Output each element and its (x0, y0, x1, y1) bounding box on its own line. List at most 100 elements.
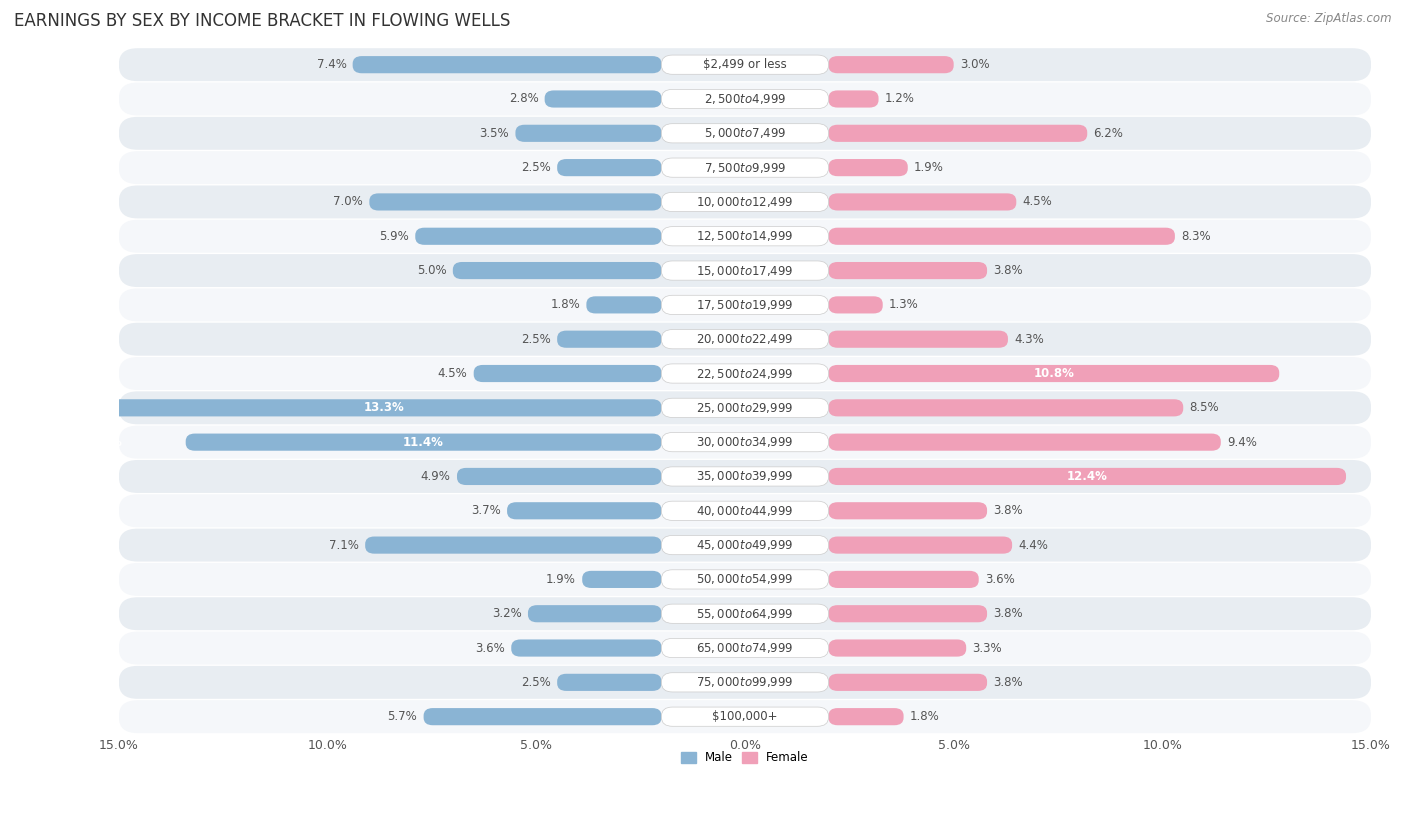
FancyBboxPatch shape (661, 707, 828, 726)
Text: $2,499 or less: $2,499 or less (703, 59, 787, 72)
FancyBboxPatch shape (186, 433, 661, 450)
Text: 3.8%: 3.8% (993, 676, 1024, 689)
Text: 3.8%: 3.8% (993, 607, 1024, 620)
Text: 11.4%: 11.4% (82, 436, 122, 449)
FancyBboxPatch shape (661, 193, 828, 211)
Text: 3.6%: 3.6% (475, 641, 505, 654)
FancyBboxPatch shape (120, 357, 1371, 390)
Text: $100,000+: $100,000+ (713, 711, 778, 724)
Text: 1.2%: 1.2% (884, 93, 915, 106)
FancyBboxPatch shape (661, 55, 828, 74)
FancyBboxPatch shape (353, 56, 661, 73)
FancyBboxPatch shape (828, 708, 904, 725)
Text: 8.3%: 8.3% (1181, 230, 1211, 243)
Text: $17,500 to $19,999: $17,500 to $19,999 (696, 298, 794, 312)
FancyBboxPatch shape (107, 399, 661, 416)
Text: 4.5%: 4.5% (437, 367, 467, 380)
FancyBboxPatch shape (828, 331, 1008, 348)
FancyBboxPatch shape (828, 605, 987, 622)
Text: $40,000 to $44,999: $40,000 to $44,999 (696, 504, 794, 518)
Text: $10,000 to $12,499: $10,000 to $12,499 (696, 195, 794, 209)
FancyBboxPatch shape (544, 90, 661, 107)
Text: $25,000 to $29,999: $25,000 to $29,999 (696, 401, 793, 415)
FancyBboxPatch shape (661, 124, 828, 143)
FancyBboxPatch shape (415, 228, 661, 245)
Text: 9.4%: 9.4% (1227, 436, 1257, 449)
Text: $20,000 to $22,499: $20,000 to $22,499 (696, 333, 794, 346)
FancyBboxPatch shape (828, 571, 979, 588)
Text: 6.2%: 6.2% (1094, 127, 1123, 140)
FancyBboxPatch shape (661, 398, 828, 417)
Text: $30,000 to $34,999: $30,000 to $34,999 (696, 435, 794, 449)
FancyBboxPatch shape (586, 296, 661, 314)
Text: $75,000 to $99,999: $75,000 to $99,999 (696, 676, 794, 689)
FancyBboxPatch shape (828, 193, 1017, 211)
FancyBboxPatch shape (661, 536, 828, 554)
FancyBboxPatch shape (120, 632, 1371, 664)
FancyBboxPatch shape (120, 460, 1371, 493)
FancyBboxPatch shape (120, 83, 1371, 115)
Text: 1.9%: 1.9% (546, 573, 576, 586)
Legend: Male, Female: Male, Female (676, 746, 813, 769)
FancyBboxPatch shape (120, 185, 1371, 219)
Text: 1.3%: 1.3% (889, 298, 918, 311)
Text: 7.4%: 7.4% (316, 59, 346, 72)
Text: 3.2%: 3.2% (492, 607, 522, 620)
FancyBboxPatch shape (120, 528, 1371, 562)
FancyBboxPatch shape (516, 124, 661, 142)
FancyBboxPatch shape (120, 117, 1371, 150)
FancyBboxPatch shape (582, 571, 661, 588)
Text: 4.9%: 4.9% (420, 470, 451, 483)
FancyBboxPatch shape (661, 261, 828, 280)
Text: $12,500 to $14,999: $12,500 to $14,999 (696, 229, 794, 243)
FancyBboxPatch shape (661, 89, 828, 109)
Text: $55,000 to $64,999: $55,000 to $64,999 (696, 606, 794, 620)
Text: EARNINGS BY SEX BY INCOME BRACKET IN FLOWING WELLS: EARNINGS BY SEX BY INCOME BRACKET IN FLO… (14, 12, 510, 30)
FancyBboxPatch shape (828, 467, 1346, 485)
Text: 3.6%: 3.6% (986, 573, 1015, 586)
Text: 4.3%: 4.3% (1014, 333, 1043, 346)
Text: 11.4%: 11.4% (404, 436, 444, 449)
FancyBboxPatch shape (828, 365, 1279, 382)
FancyBboxPatch shape (120, 426, 1371, 459)
Text: 13.3%: 13.3% (364, 402, 405, 415)
FancyBboxPatch shape (120, 700, 1371, 733)
FancyBboxPatch shape (828, 640, 966, 657)
FancyBboxPatch shape (474, 365, 661, 382)
FancyBboxPatch shape (366, 537, 661, 554)
FancyBboxPatch shape (370, 193, 661, 211)
FancyBboxPatch shape (557, 674, 661, 691)
Text: 1.8%: 1.8% (550, 298, 581, 311)
Text: 12.4%: 12.4% (1067, 470, 1108, 483)
Text: 1.9%: 1.9% (914, 161, 943, 174)
FancyBboxPatch shape (120, 494, 1371, 528)
Text: 10.8%: 10.8% (1033, 367, 1074, 380)
Text: 3.5%: 3.5% (479, 127, 509, 140)
Text: $65,000 to $74,999: $65,000 to $74,999 (696, 641, 794, 655)
FancyBboxPatch shape (661, 364, 828, 383)
FancyBboxPatch shape (661, 329, 828, 349)
FancyBboxPatch shape (120, 254, 1371, 287)
FancyBboxPatch shape (661, 604, 828, 624)
Text: $45,000 to $49,999: $45,000 to $49,999 (696, 538, 794, 552)
FancyBboxPatch shape (828, 56, 953, 73)
FancyBboxPatch shape (120, 391, 1371, 424)
FancyBboxPatch shape (120, 598, 1371, 630)
FancyBboxPatch shape (661, 158, 828, 177)
Text: 4.4%: 4.4% (1018, 538, 1049, 551)
Text: 3.8%: 3.8% (993, 264, 1024, 277)
FancyBboxPatch shape (661, 672, 828, 692)
FancyBboxPatch shape (828, 228, 1175, 245)
FancyBboxPatch shape (661, 501, 828, 520)
FancyBboxPatch shape (457, 467, 661, 485)
Text: 3.7%: 3.7% (471, 504, 501, 517)
FancyBboxPatch shape (557, 159, 661, 176)
Text: 3.0%: 3.0% (960, 59, 990, 72)
FancyBboxPatch shape (828, 674, 987, 691)
FancyBboxPatch shape (828, 124, 1087, 142)
Text: 7.1%: 7.1% (329, 538, 359, 551)
Text: 5.7%: 5.7% (388, 711, 418, 724)
Text: $50,000 to $54,999: $50,000 to $54,999 (696, 572, 794, 586)
Text: 2.8%: 2.8% (509, 93, 538, 106)
Text: Source: ZipAtlas.com: Source: ZipAtlas.com (1267, 12, 1392, 25)
